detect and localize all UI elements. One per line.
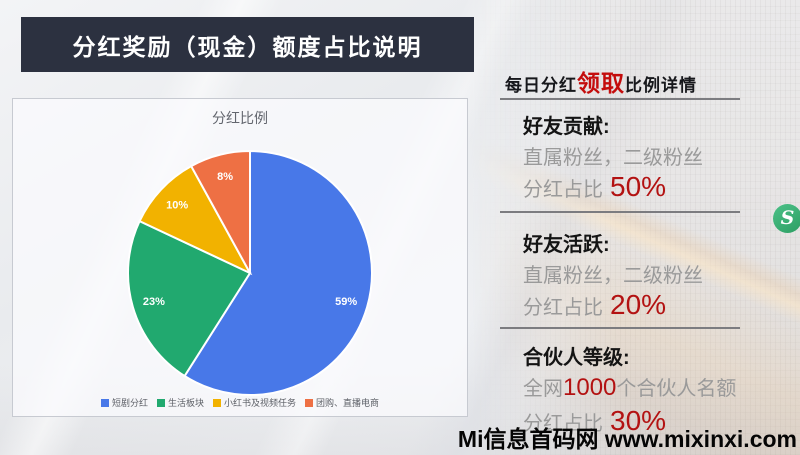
legend-label: 短剧分红 xyxy=(111,398,148,408)
ratio-line: 分红占比 30% xyxy=(523,405,666,437)
brand-logo-icon: S xyxy=(773,204,800,233)
pie-slice-1 xyxy=(127,219,252,378)
divider xyxy=(500,211,740,213)
section-line: 全网1000个合伙人名额 xyxy=(523,372,736,402)
panel-header-post: 比例详情 xyxy=(625,76,697,95)
pie-slice-label: 8% xyxy=(217,171,233,183)
section-line: 直属粉丝，二级粉丝 xyxy=(523,259,703,289)
divider xyxy=(500,327,740,329)
panel-header-highlight: 领取 xyxy=(577,70,625,96)
legend-swatch-icon xyxy=(213,398,221,407)
legend-label: 生活板块 xyxy=(167,398,204,408)
legend-swatch-icon xyxy=(305,398,314,407)
page-title: 分红奖励（现金）额度占比说明 xyxy=(72,33,423,60)
section-title-friend-contribution: 好友贡献: xyxy=(523,116,610,138)
ratio-label: 分红占比 xyxy=(523,297,603,319)
section-title-partner-level: 合伙人等级: xyxy=(523,347,630,369)
pie-slice-2 xyxy=(138,164,253,276)
ratio-line: 分红占比 20% xyxy=(523,289,666,321)
legend-item: 生活板块 xyxy=(156,396,204,409)
pie-chart-svg: 59% 23% 10% 8% xyxy=(127,149,373,396)
pie-chart-card: 分红比例 59% 23% 10% 8% 短剧分红 生活板块 小红书及视频任务 团购、直播电商 xyxy=(12,98,468,417)
legend-swatch-icon xyxy=(156,398,165,407)
pie-slice-label: 10% xyxy=(166,200,188,212)
chart-legend: 短剧分红 生活板块 小红书及视频任务 团购、直播电商 xyxy=(13,396,467,409)
section-line: 直属粉丝，二级粉丝 xyxy=(523,141,703,171)
background-city-photo xyxy=(470,0,800,455)
title-banner: 分红奖励（现金）额度占比说明 xyxy=(21,17,474,72)
logo-letter: S xyxy=(780,207,795,229)
pie-slice-label: 59% xyxy=(335,296,357,308)
watermark: Mi信息首码网 www.mixinxi.com xyxy=(457,426,797,452)
legend-item: 团购、直播电商 xyxy=(305,396,379,409)
chart-title: 分红比例 xyxy=(212,110,268,126)
panel-header-pre: 每日分红 xyxy=(505,76,577,95)
pie-slice-label: 23% xyxy=(143,296,165,308)
legend-label: 小红书及视频任务 xyxy=(224,398,297,408)
divider xyxy=(500,98,740,100)
pie-slice-3 xyxy=(189,149,251,274)
panel-header: 每日分红领取比例详情 xyxy=(505,64,697,98)
section-line-red: 1000 xyxy=(563,374,617,401)
legend-swatch-icon xyxy=(100,398,109,407)
section-line-text2: 个合伙人名额 xyxy=(616,378,737,400)
pie-slice-0 xyxy=(183,149,373,396)
legend-item: 短剧分红 xyxy=(100,396,148,409)
legend-item: 小红书及视频任务 xyxy=(213,396,296,409)
ratio-label: 分红占比 xyxy=(523,413,603,435)
section-line-text: 直属粉丝，二级粉丝 xyxy=(523,265,703,287)
ratio-label: 分红占比 xyxy=(523,179,603,201)
ratio-value: 30% xyxy=(610,405,667,436)
legend-label: 团购、直播电商 xyxy=(316,398,380,408)
section-title-friend-activity: 好友活跃: xyxy=(523,234,610,256)
ratio-value: 50% xyxy=(610,171,667,202)
section-line-text: 全网 xyxy=(523,378,563,400)
detail-panel: 每日分红领取比例详情 好友贡献: 直属粉丝，二级粉丝 分红占比 50% 好友活跃… xyxy=(500,0,752,455)
ratio-value: 20% xyxy=(610,289,667,320)
section-line-text: 直属粉丝，二级粉丝 xyxy=(523,147,703,169)
ratio-line: 分红占比 50% xyxy=(523,171,666,203)
